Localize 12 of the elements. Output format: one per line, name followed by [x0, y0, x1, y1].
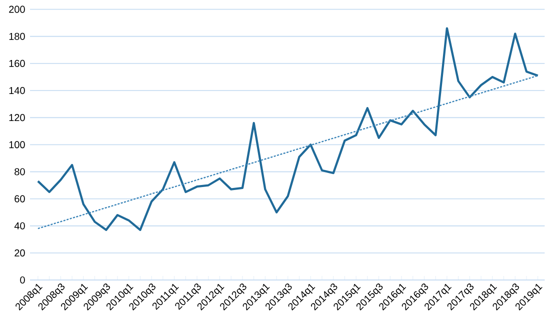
y-tick-label: 160	[9, 60, 25, 68]
y-tick-label: 140	[9, 86, 25, 94]
y-tick-label: 40	[14, 222, 25, 230]
y-tick-label: 100	[9, 141, 25, 148]
y-tick-label: 200	[9, 6, 25, 13]
y-tick-label: 0	[20, 276, 25, 284]
y-tick-label: 120	[9, 114, 25, 122]
y-tick-label: 80	[14, 168, 25, 176]
line-series	[36, 27, 539, 231]
y-tick-label: 20	[14, 249, 25, 256]
y-tick-label: 180	[9, 32, 25, 40]
y-tick-label: 60	[14, 195, 25, 202]
